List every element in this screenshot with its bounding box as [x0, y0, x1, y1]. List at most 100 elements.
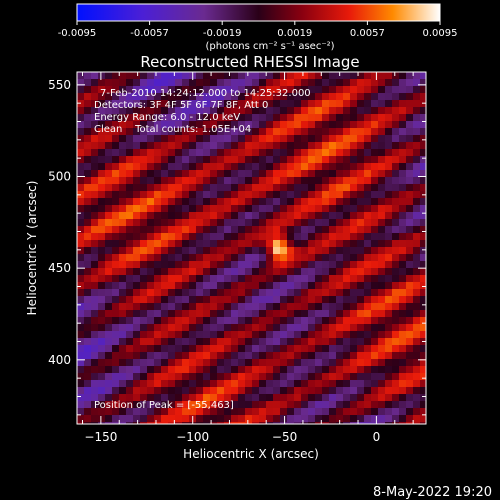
image-pixel — [399, 149, 407, 157]
image-pixel — [175, 93, 183, 101]
image-pixel — [259, 198, 267, 206]
image-pixel — [371, 114, 379, 122]
image-pixel — [406, 107, 414, 115]
image-pixel — [266, 373, 274, 381]
image-pixel — [77, 310, 85, 318]
image-pixel — [231, 303, 239, 311]
image-pixel — [343, 261, 351, 269]
image-pixel — [77, 212, 85, 220]
image-pixel — [336, 198, 344, 206]
image-pixel — [420, 247, 426, 255]
image-pixel — [336, 401, 344, 409]
image-pixel — [252, 219, 260, 227]
image-pixel — [126, 303, 134, 311]
image-pixel — [147, 86, 155, 94]
image-pixel — [245, 128, 253, 136]
image-pixel — [84, 177, 92, 185]
image-pixel — [182, 317, 190, 325]
image-pixel — [280, 345, 288, 353]
image-pixel — [126, 387, 134, 395]
image-pixel — [245, 394, 253, 402]
image-pixel — [322, 86, 330, 94]
image-pixel — [133, 191, 141, 199]
image-pixel — [133, 135, 141, 143]
image-pixel — [231, 394, 239, 402]
image-pixel — [77, 198, 85, 206]
image-pixel — [315, 345, 323, 353]
image-pixel — [224, 352, 232, 360]
image-pixel — [182, 135, 190, 143]
image-pixel — [210, 177, 218, 185]
image-pixel — [378, 352, 386, 360]
image-pixel — [154, 107, 162, 115]
image-pixel — [301, 100, 309, 108]
image-pixel — [147, 93, 155, 101]
image-pixel — [168, 352, 176, 360]
image-pixel — [238, 422, 246, 424]
image-pixel — [413, 233, 421, 241]
image-pixel — [399, 226, 407, 234]
image-pixel — [399, 142, 407, 150]
image-pixel — [280, 275, 288, 283]
image-pixel — [259, 107, 267, 115]
image-pixel — [413, 359, 421, 367]
image-pixel — [273, 366, 281, 374]
image-pixel — [343, 212, 351, 220]
image-pixel — [105, 254, 113, 262]
image-pixel — [112, 282, 120, 290]
image-pixel — [112, 177, 120, 185]
image-pixel — [399, 303, 407, 311]
image-pixel — [84, 114, 92, 122]
image-pixel — [259, 394, 267, 402]
image-pixel — [287, 72, 295, 80]
image-pixel — [210, 86, 218, 94]
image-pixel — [154, 394, 162, 402]
image-pixel — [154, 324, 162, 332]
image-pixel — [315, 324, 323, 332]
image-pixel — [420, 142, 426, 150]
image-pixel — [259, 422, 267, 424]
image-pixel — [420, 177, 426, 185]
image-pixel — [189, 114, 197, 122]
image-pixel — [252, 366, 260, 374]
image-pixel — [392, 261, 400, 269]
image-pixel — [287, 317, 295, 325]
image-pixel — [133, 149, 141, 157]
image-pixel — [252, 121, 260, 129]
image-pixel — [238, 415, 246, 423]
image-pixel — [280, 296, 288, 304]
image-pixel — [294, 324, 302, 332]
image-pixel — [210, 415, 218, 423]
image-pixel — [315, 310, 323, 318]
image-pixel — [189, 233, 197, 241]
image-pixel — [385, 79, 393, 87]
image-pixel — [350, 156, 358, 164]
image-pixel — [91, 219, 99, 227]
image-pixel — [399, 275, 407, 283]
image-pixel — [91, 373, 99, 381]
image-pixel — [252, 100, 260, 108]
image-pixel — [406, 142, 414, 150]
image-pixel — [196, 401, 204, 409]
image-pixel — [77, 296, 85, 304]
image-pixel — [329, 135, 337, 143]
image-pixel — [77, 359, 85, 367]
image-pixel — [105, 380, 113, 388]
image-pixel — [119, 128, 127, 136]
image-pixel — [217, 170, 225, 178]
image-pixel — [77, 380, 85, 388]
image-pixel — [224, 240, 232, 248]
image-pixel — [119, 352, 127, 360]
image-pixel — [231, 401, 239, 409]
image-pixel — [322, 254, 330, 262]
image-pixel — [357, 401, 365, 409]
image-pixel — [350, 86, 358, 94]
image-pixel — [273, 401, 281, 409]
image-pixel — [280, 352, 288, 360]
image-pixel — [420, 86, 426, 94]
image-pixel — [385, 303, 393, 311]
image-pixel — [217, 331, 225, 339]
image-pixel — [406, 345, 414, 353]
image-pixel — [301, 359, 309, 367]
image-pixel — [133, 114, 141, 122]
